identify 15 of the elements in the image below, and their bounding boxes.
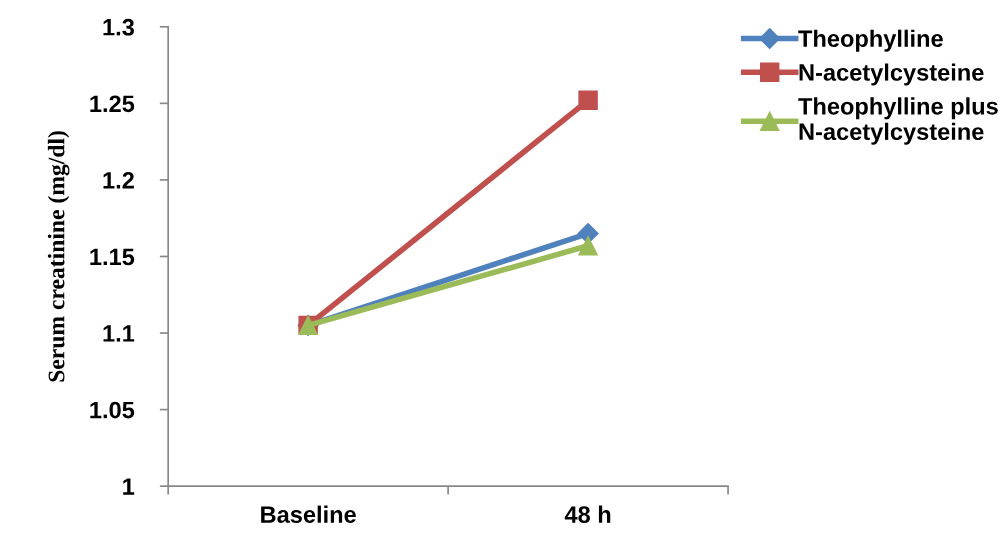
y-tick-label: 1.15 xyxy=(90,248,135,266)
y-tick-label: 1.05 xyxy=(90,401,135,419)
point xyxy=(578,236,598,256)
legend-label: Theophylline xyxy=(798,29,943,52)
y-tick-label: 1 xyxy=(123,478,135,495)
point xyxy=(578,90,598,111)
y-tick-label: 1.1 xyxy=(103,325,135,342)
legend-label: Theophylline plus N-acetylcysteine xyxy=(798,97,998,145)
x-tick-label: Baseline xyxy=(261,505,356,523)
x-tick-label: 48 h xyxy=(564,505,611,523)
legend-label: N-acetylcysteine xyxy=(799,63,984,86)
y-tick-label: 1.25 xyxy=(90,95,135,113)
y-tick-label: 1.2 xyxy=(103,171,134,189)
y-axis-title: Serum creatinine (mg/dl) xyxy=(47,131,70,382)
y-tick-label: 1.3 xyxy=(103,18,134,36)
